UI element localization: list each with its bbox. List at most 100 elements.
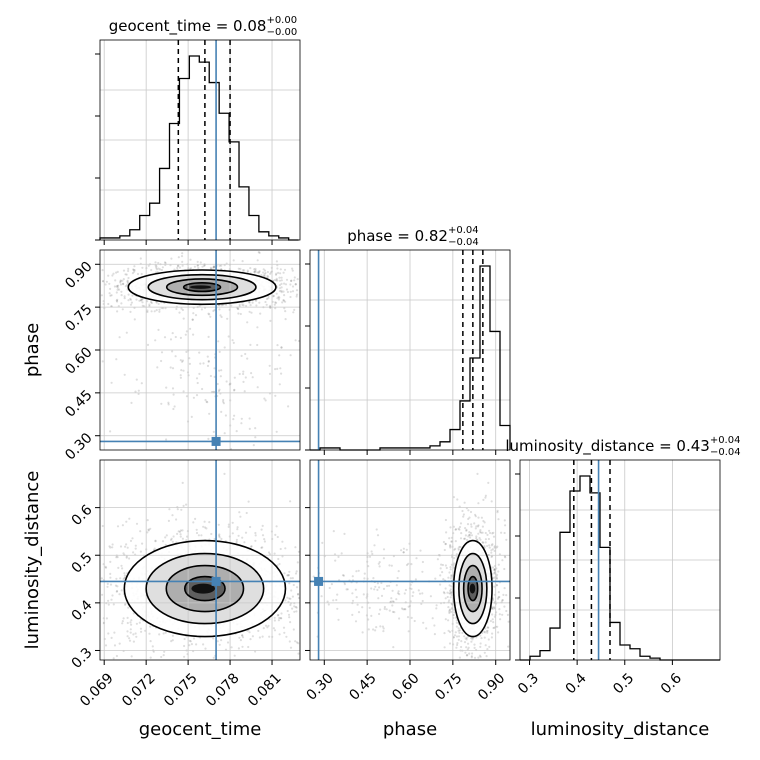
sample-point [119,281,122,284]
sample-point [468,652,471,655]
sample-point [227,525,230,529]
sample-point [458,528,461,531]
sample-point [140,299,143,302]
sample-point [483,651,486,654]
sample-point [480,516,483,519]
sample-point [243,269,246,272]
sample-point [473,646,476,650]
sample-point [274,533,277,537]
sample-point [277,619,280,622]
sample-point [132,268,135,271]
sample-point [500,531,503,534]
sample-point [439,567,442,570]
sample-point [177,264,180,267]
sample-point [188,362,191,365]
sample-point [218,304,221,307]
sample-point [250,311,253,314]
sample-point [115,358,118,361]
sample-point [485,655,488,658]
sample-point [484,531,487,535]
sample-point [458,631,461,635]
sample-point [179,533,182,536]
sample-point [378,561,381,564]
sample-point [294,283,297,286]
title-luminosity_distance: luminosity_distance = 0.43+0.04 −0.04 [505,435,740,458]
sample-point [125,331,128,334]
sample-point [443,592,446,595]
sample-point [157,328,160,331]
sample-point [280,346,283,349]
sample-point [237,534,240,537]
sample-point [114,279,117,282]
sample-point [217,389,220,393]
sample-point [213,265,216,268]
sample-point [113,644,117,647]
sample-point [266,270,269,274]
sample-point [121,567,124,570]
sample-point [293,308,296,311]
sample-point [455,555,458,558]
sample-point [127,293,130,296]
sample-point [218,308,221,311]
sample-point [129,539,133,543]
sample-point [492,535,496,538]
sample-point [203,520,206,523]
sample-point [493,569,496,572]
sample-point [289,500,292,503]
sample-point [121,308,124,311]
sample-point [149,656,152,659]
sample-point [501,613,504,616]
sample-point [140,382,143,385]
sample-point [181,260,184,263]
sample-point [226,641,230,644]
sample-point [505,538,508,541]
sample-point [206,364,210,367]
sample-point [496,573,499,577]
sample-point [256,271,259,274]
sample-point [489,531,492,535]
sample-point [294,572,298,575]
sample-point [181,537,184,540]
sample-point [189,327,192,330]
sample-point [218,534,221,537]
sample-point [190,415,193,418]
sample-point [153,547,156,550]
sample-point [220,369,223,372]
sample-point [379,625,382,628]
sample-point [470,640,473,643]
sample-point [197,534,200,537]
sample-point [171,367,175,370]
sample-point [455,646,458,649]
sample-point [192,396,195,399]
sample-point [184,333,187,336]
sample-point [267,297,270,300]
sample-point [351,599,355,602]
sample-point [444,587,447,590]
sample-point [278,354,281,357]
sample-point [120,589,123,592]
sample-point [138,621,141,624]
sample-point [449,596,452,599]
sample-point [498,613,501,616]
sample-point [128,637,131,640]
sample-point [390,597,393,600]
sample-point [119,545,123,548]
sample-point [126,546,129,549]
sample-point [479,655,482,658]
sample-point [285,635,288,638]
sample-point [139,257,142,260]
sample-point [268,372,272,375]
sample-point [279,367,282,370]
sample-point [155,266,158,269]
sample-point [130,301,133,304]
sample-point [450,585,453,588]
sample-point [104,283,107,286]
sample-point [172,393,175,396]
sample-point [361,631,364,634]
sample-point [132,551,135,554]
sample-point [421,570,424,573]
sample-point [147,529,150,532]
sample-point [297,592,300,596]
sample-point [343,583,346,586]
sample-point [146,310,149,314]
